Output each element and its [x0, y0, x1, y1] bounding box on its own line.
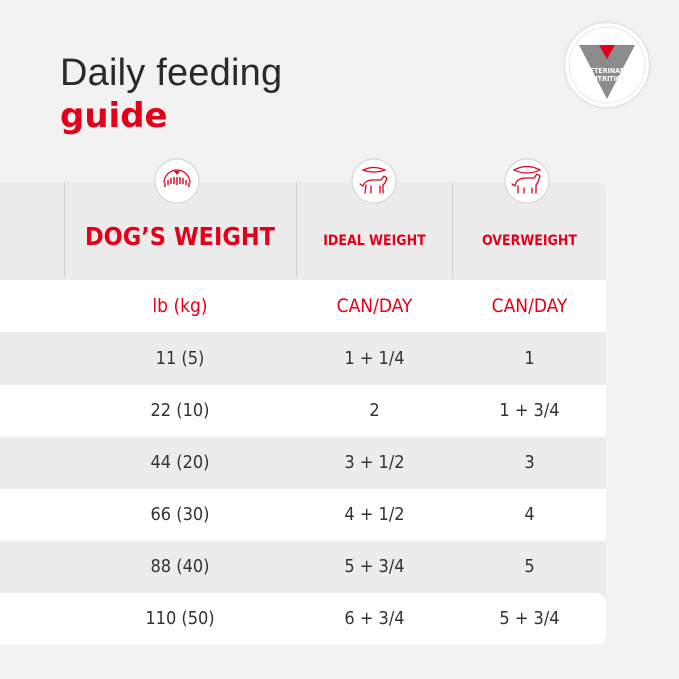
table-row: 44 (20) 3 + 1/2 3	[0, 437, 606, 489]
weight-cell: 110 (50)	[145, 608, 215, 629]
badge-text-line-2: NUTRITION	[587, 75, 627, 83]
ideal-weight-dog-icon	[349, 156, 399, 210]
veterinary-nutrition-badge: VETERINARY NUTRITION	[565, 23, 649, 107]
title-line-2: guide	[60, 96, 168, 136]
badge-emblem-icon	[568, 26, 646, 104]
overweight-cell: 1 + 3/4	[499, 400, 560, 421]
ideal-cell: 1 + 1/4	[344, 348, 405, 369]
overweight-dog-icon	[502, 156, 552, 210]
weight-cell: 22 (10)	[150, 400, 210, 421]
unit-ideal: CAN/DAY	[336, 295, 413, 317]
overweight-cell: 1	[524, 348, 535, 369]
table-row: 66 (30) 4 + 1/2 4	[0, 489, 606, 541]
unit-weight: lb (kg)	[152, 295, 208, 317]
overweight-cell: 5 + 3/4	[499, 608, 560, 629]
title-line-1: Daily feeding	[60, 52, 283, 94]
column-divider	[296, 182, 297, 278]
weight-cell: 88 (40)	[150, 556, 210, 577]
table-row: 22 (10) 2 1 + 3/4	[0, 385, 606, 437]
table-row: 88 (40) 5 + 3/4 5	[0, 541, 606, 593]
overweight-cell: 4	[524, 504, 535, 525]
overweight-cell: 3	[524, 452, 535, 473]
table-row: 11 (5) 1 + 1/4 1	[0, 333, 606, 385]
header-overweight: OVERWEIGHT	[481, 233, 578, 249]
weighing-scale-icon	[152, 156, 202, 210]
header-ideal-weight: IDEAL WEIGHT	[323, 233, 426, 249]
weight-cell: 44 (20)	[150, 452, 210, 473]
table-row: 110 (50) 6 + 3/4 5 + 3/4	[0, 593, 606, 645]
ideal-cell: 3 + 1/2	[344, 452, 405, 473]
column-divider	[64, 182, 65, 278]
column-divider	[452, 182, 453, 278]
ideal-cell: 2	[369, 400, 380, 421]
ideal-cell: 6 + 3/4	[344, 608, 405, 629]
unit-overweight: CAN/DAY	[491, 295, 568, 317]
units-row: lb (kg) CAN/DAY CAN/DAY	[0, 280, 606, 332]
badge-text-line-1: VETERINARY	[584, 67, 630, 75]
overweight-cell: 5	[524, 556, 535, 577]
header-dogs-weight: DOG’S WEIGHT	[85, 222, 275, 251]
ideal-cell: 4 + 1/2	[344, 504, 405, 525]
ideal-cell: 5 + 3/4	[344, 556, 405, 577]
weight-cell: 11 (5)	[155, 348, 205, 369]
weight-cell: 66 (30)	[150, 504, 210, 525]
